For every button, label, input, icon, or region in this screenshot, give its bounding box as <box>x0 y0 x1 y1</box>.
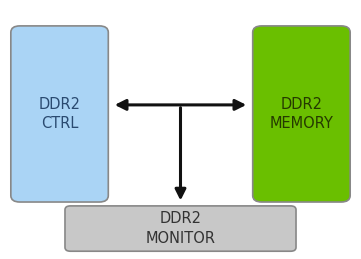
Text: DDR2
MEMORY: DDR2 MEMORY <box>270 97 333 131</box>
FancyBboxPatch shape <box>11 26 108 202</box>
Text: DDR2
MONITOR: DDR2 MONITOR <box>145 211 216 246</box>
FancyBboxPatch shape <box>65 206 296 251</box>
Text: DDR2
CTRL: DDR2 CTRL <box>39 97 81 131</box>
FancyBboxPatch shape <box>253 26 350 202</box>
